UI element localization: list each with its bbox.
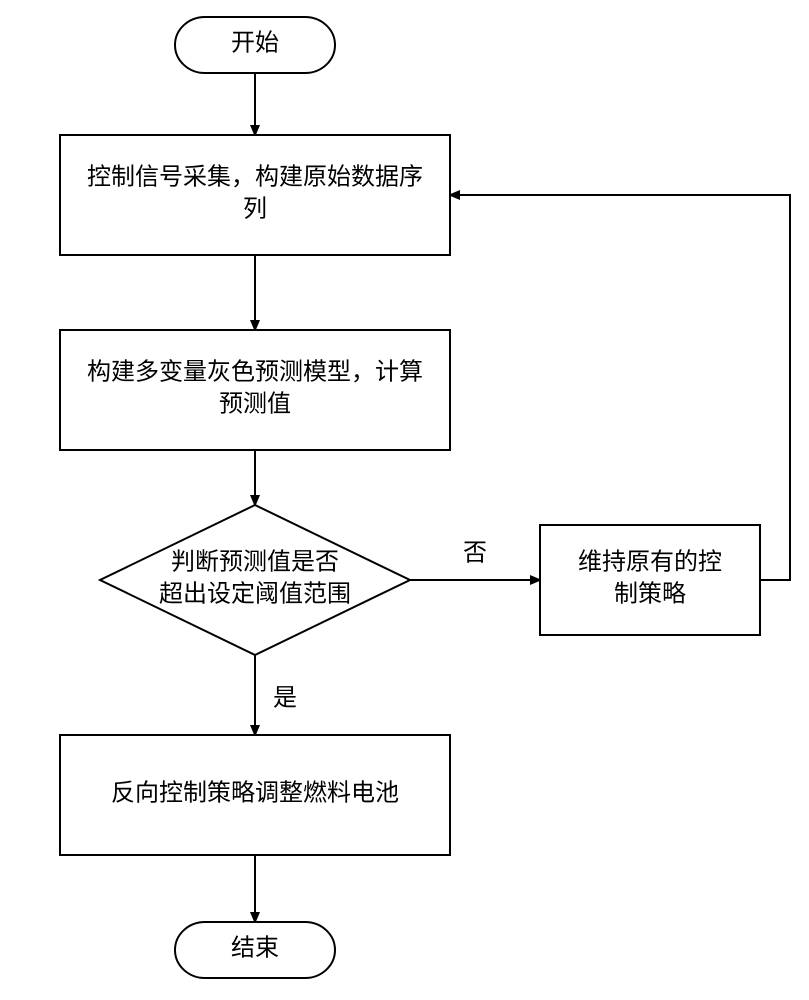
node-maintain bbox=[540, 525, 760, 635]
edge-maintain-step1 bbox=[450, 195, 790, 580]
node-step2 bbox=[60, 330, 450, 450]
svg-text:判断预测值是否: 判断预测值是否 bbox=[171, 548, 339, 575]
svg-text:控制信号采集，构建原始数据序: 控制信号采集，构建原始数据序 bbox=[87, 163, 423, 190]
edge-label-否: 否 bbox=[463, 541, 487, 567]
flowchart: 是 否 开始控制信号采集，构建原始数据序列构建多变量灰色预测模型，计算预测值判断预测… bbox=[0, 0, 809, 1000]
edge-label-是: 是 bbox=[273, 686, 297, 712]
svg-text:结束: 结束 bbox=[231, 935, 279, 962]
svg-text:开始: 开始 bbox=[231, 30, 279, 57]
node-step1 bbox=[60, 135, 450, 255]
svg-text:制策略: 制策略 bbox=[614, 581, 686, 608]
svg-text:列: 列 bbox=[243, 196, 267, 223]
svg-text:维持原有的控: 维持原有的控 bbox=[578, 548, 722, 575]
svg-text:构建多变量灰色预测模型，计算: 构建多变量灰色预测模型，计算 bbox=[87, 358, 423, 385]
svg-text:反向控制策略调整燃料电池: 反向控制策略调整燃料电池 bbox=[111, 780, 399, 807]
svg-text:超出设定阈值范围: 超出设定阈值范围 bbox=[159, 581, 351, 608]
svg-text:预测值: 预测值 bbox=[219, 391, 291, 418]
node-decision bbox=[100, 505, 410, 655]
